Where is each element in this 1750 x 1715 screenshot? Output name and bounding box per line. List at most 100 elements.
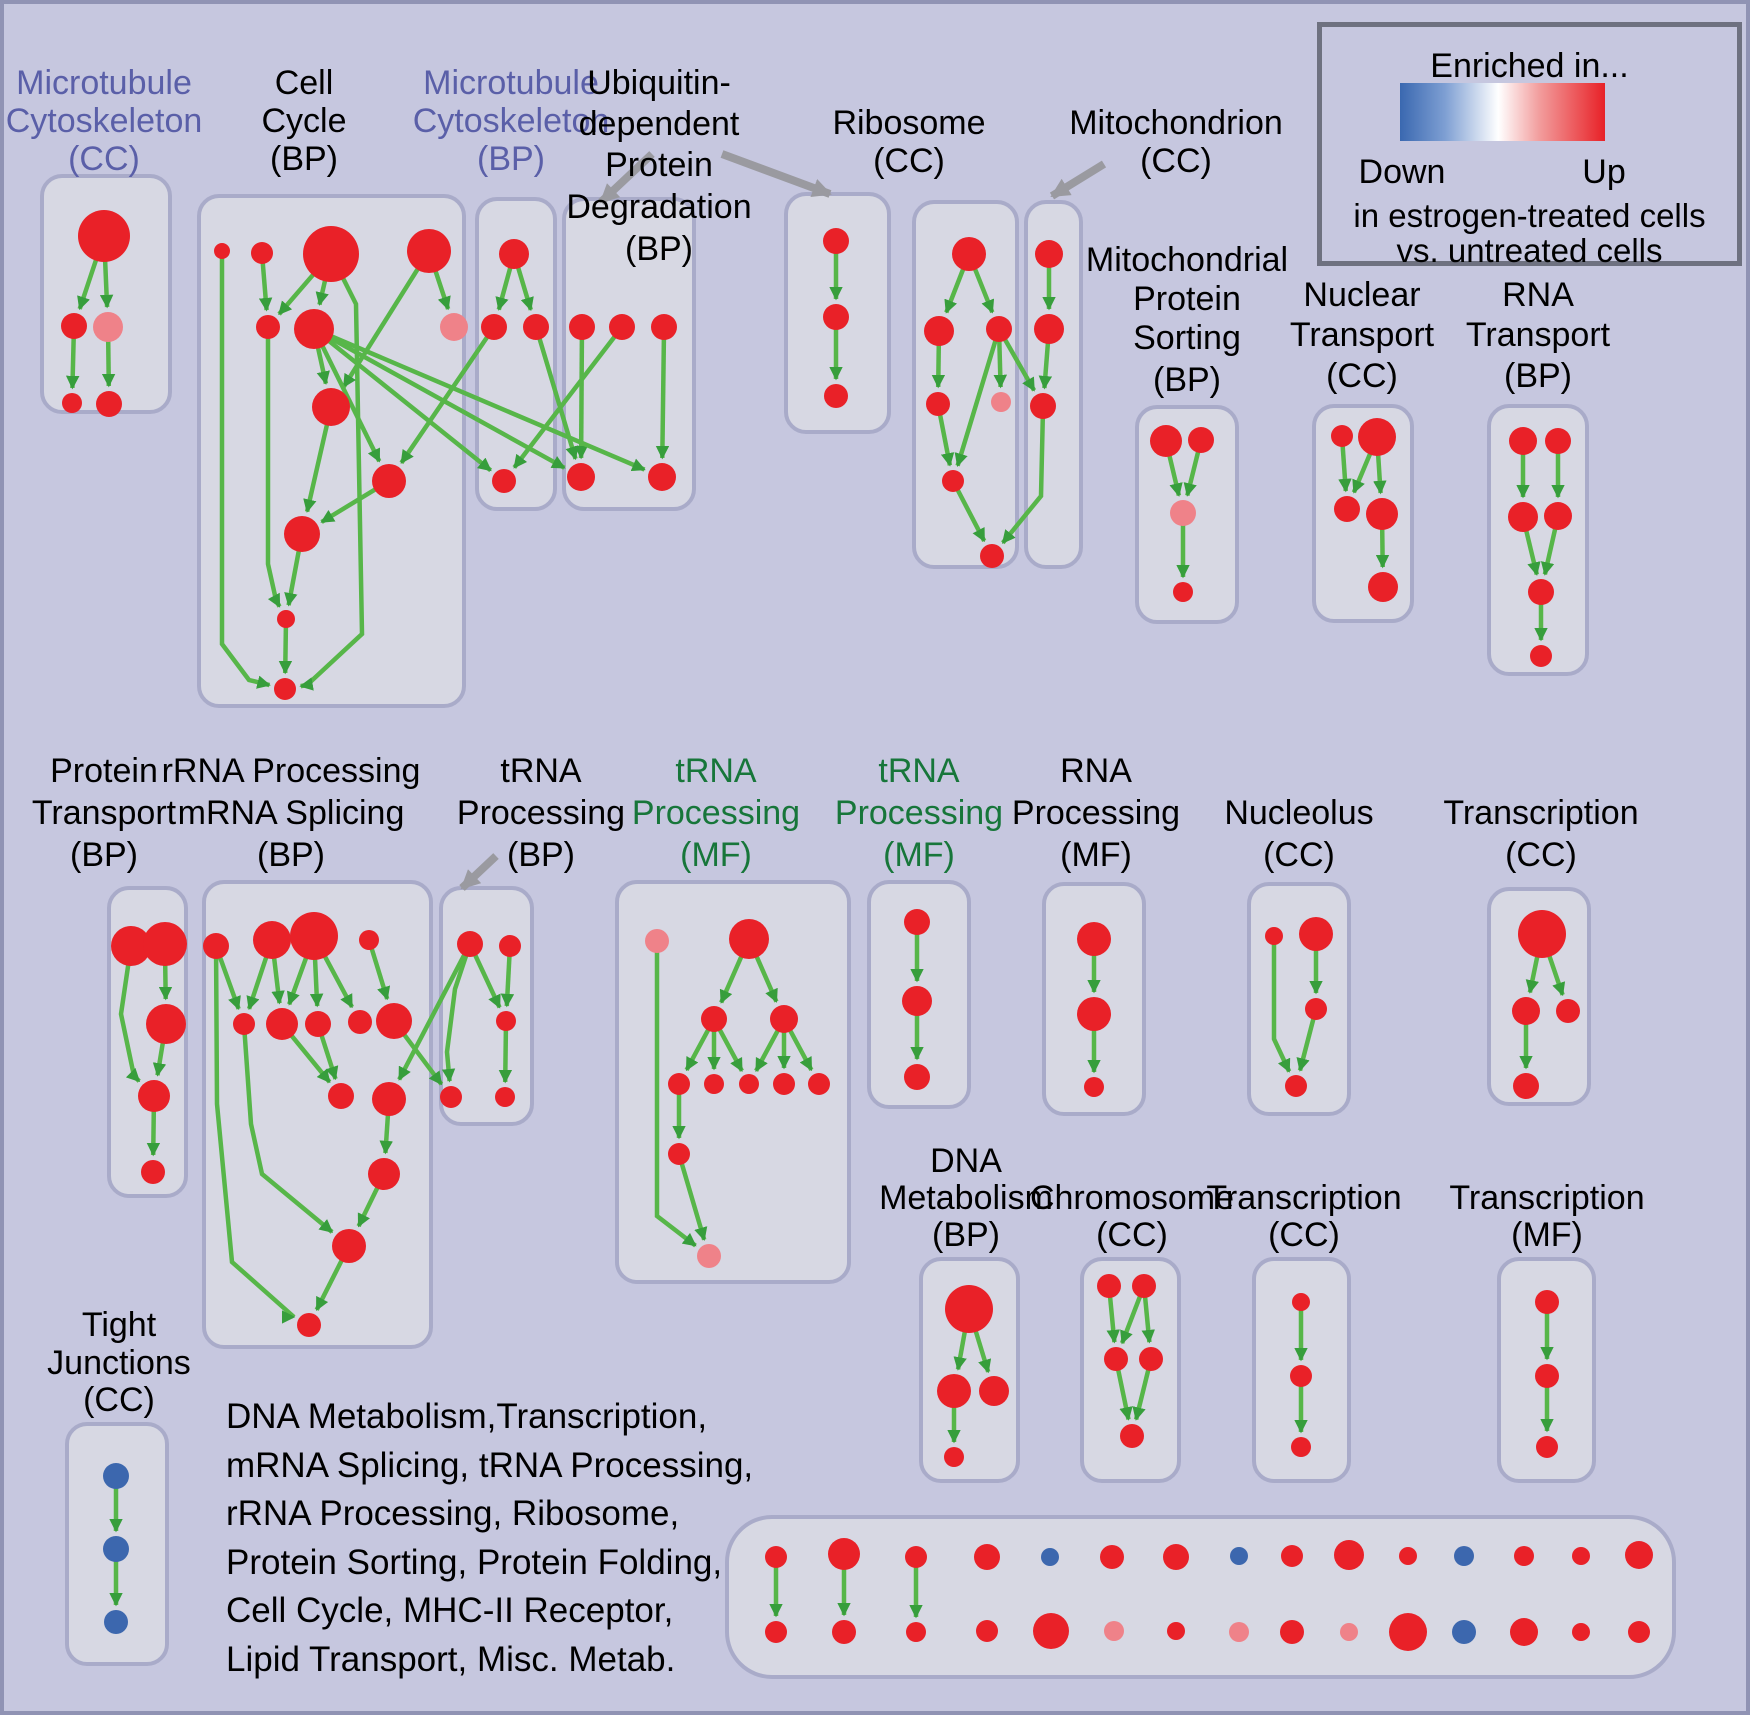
- cluster-box-N: [615, 880, 851, 1284]
- color-gradient-bar: [1400, 83, 1605, 141]
- go-term-node-U1: [1290, 1365, 1312, 1387]
- legend-caption-line2: vs. untreated cells: [1396, 232, 1663, 269]
- edge-B5-D4: [329, 333, 646, 472]
- go-term-node-B0: [214, 243, 230, 259]
- cluster-label-trna-mf-2: (MF): [883, 836, 955, 874]
- go-term-node-Y11: [1454, 1546, 1474, 1566]
- go-term-node-L8: [376, 1003, 412, 1039]
- edge-T1-T3: [1141, 1295, 1155, 1344]
- go-term-node-L13: [297, 1313, 321, 1337]
- cluster-label-ubiquitin: (BP): [625, 230, 693, 268]
- annotation-arrow-1: [720, 150, 832, 198]
- go-term-node-N7: [773, 1073, 795, 1095]
- go-term-node-F4: [991, 392, 1011, 412]
- go-term-node-G1: [1034, 314, 1064, 344]
- edge-B6-B8: [303, 423, 330, 513]
- go-term-node-A4: [96, 391, 122, 417]
- cluster-box-F: [912, 200, 1019, 569]
- cluster-label-rrna-mrna: (BP): [257, 836, 325, 874]
- go-term-node-Y4: [1041, 1548, 1059, 1566]
- go-term-node-L4: [233, 1013, 255, 1035]
- go-term-node-Y17: [906, 1622, 926, 1642]
- edge-R0-R2: [1546, 954, 1566, 997]
- cluster-box-S: [919, 1257, 1020, 1483]
- go-term-node-Q3: [1285, 1075, 1307, 1097]
- go-term-node-D1: [609, 314, 635, 340]
- terms-line: Cell Cycle, MHC-II Receptor,: [226, 1591, 674, 1630]
- cluster-label-rna-processing-mf: RNA: [1060, 752, 1132, 790]
- go-term-node-I4: [1368, 572, 1398, 602]
- layer-edges: [65, 150, 1566, 1619]
- edge-K3-K4: [146, 1109, 161, 1157]
- go-term-node-C1: [481, 314, 507, 340]
- go-term-node-P1: [1077, 997, 1111, 1031]
- go-term-node-E0: [823, 228, 849, 254]
- go-term-node-U2: [1291, 1437, 1311, 1457]
- go-term-node-Y28: [1572, 1623, 1590, 1641]
- edge-L2-L7: [322, 954, 354, 1009]
- uncategorized-terms-text: DNA Metabolism,Transcription, mRNA Splic…: [226, 1393, 753, 1684]
- go-term-node-Y24: [1340, 1623, 1358, 1641]
- edge-B2-B10: [299, 276, 365, 691]
- network-diagram: MicrotubuleCytoskeleton(CC)CellCycle(BP)…: [6, 64, 1676, 1679]
- go-term-node-S2: [979, 1376, 1009, 1406]
- go-term-node-E1: [823, 304, 849, 330]
- go-term-node-L6: [305, 1011, 331, 1037]
- edge-T3-T4: [1132, 1368, 1151, 1421]
- cluster-label-tight-junctions: Tight: [82, 1306, 157, 1344]
- go-term-node-N4: [668, 1073, 690, 1095]
- edge-B5-C3: [326, 338, 493, 473]
- terms-line: mRNA Splicing, tRNA Processing,: [226, 1445, 754, 1485]
- cluster-label-microtubule-cc: Cytoskeleton: [6, 102, 203, 140]
- edge-A0-A2: [99, 259, 114, 309]
- edge-B0-B10: [219, 257, 271, 689]
- cluster-label-rna-transport: Transport: [1466, 316, 1611, 354]
- terms-line: Protein Sorting, Protein Folding,: [226, 1542, 723, 1582]
- go-term-node-Y21: [1167, 1622, 1185, 1640]
- go-term-node-T2: [1104, 1347, 1128, 1371]
- legend-up-label: Up: [1582, 153, 1626, 191]
- go-term-node-S0: [945, 1285, 993, 1333]
- go-term-node-R2: [1556, 999, 1580, 1023]
- edge-L3-L8: [369, 946, 391, 1001]
- edge-N2-N4: [684, 1027, 711, 1072]
- go-term-node-M1: [499, 935, 521, 957]
- go-term-node-Q2: [1305, 998, 1327, 1020]
- edge-L4-L12: [242, 1032, 334, 1234]
- cluster-label-microtubule-cc: (CC): [68, 140, 140, 178]
- legend: Enriched in... Down Up in estrogen-treat…: [1317, 22, 1742, 269]
- edge-H1-H2: [1183, 450, 1201, 497]
- edge-K1-K2: [158, 963, 173, 1001]
- cluster-label-protein-transport: Transport: [32, 794, 177, 832]
- go-term-node-K1: [143, 922, 187, 966]
- edge-N2-N6: [717, 1027, 744, 1072]
- edge-F0-F1: [944, 267, 966, 314]
- edge-N3-N8: [787, 1028, 814, 1072]
- go-term-node-L1: [253, 921, 291, 959]
- go-term-node-L10: [372, 1082, 406, 1116]
- go-term-node-L3: [359, 930, 379, 950]
- cluster-label-nuclear-transport: (CC): [1326, 357, 1398, 395]
- go-term-node-J3: [1544, 502, 1572, 530]
- go-term-node-Y2: [905, 1546, 927, 1568]
- go-term-node-S1: [937, 1374, 971, 1408]
- go-term-node-T0: [1097, 1274, 1121, 1298]
- go-term-node-B2: [303, 226, 359, 282]
- go-term-node-O1: [902, 986, 932, 1016]
- edge-M0-M2: [472, 953, 502, 1009]
- go-term-node-T4: [1120, 1424, 1144, 1448]
- go-term-node-M3: [440, 1086, 462, 1108]
- go-term-node-C3: [492, 469, 516, 493]
- go-term-node-O0: [904, 909, 930, 935]
- edge-B5-B6: [315, 346, 330, 385]
- go-term-node-D2: [651, 314, 677, 340]
- edge-S0-S2: [973, 1329, 992, 1374]
- edge-F1-F3: [931, 343, 946, 389]
- go-term-node-Y29: [1628, 1621, 1650, 1643]
- cluster-label-trna-mf-2: tRNA: [878, 752, 960, 790]
- edge-L10-L11: [379, 1113, 393, 1155]
- cluster-label-cell-cycle: Cell: [275, 64, 334, 102]
- cluster-label-protein-transport: (BP): [70, 836, 138, 874]
- cluster-label-transcription-cc-top: (CC): [1505, 836, 1577, 874]
- cluster-label-transcription-mf: Transcription: [1449, 1179, 1644, 1217]
